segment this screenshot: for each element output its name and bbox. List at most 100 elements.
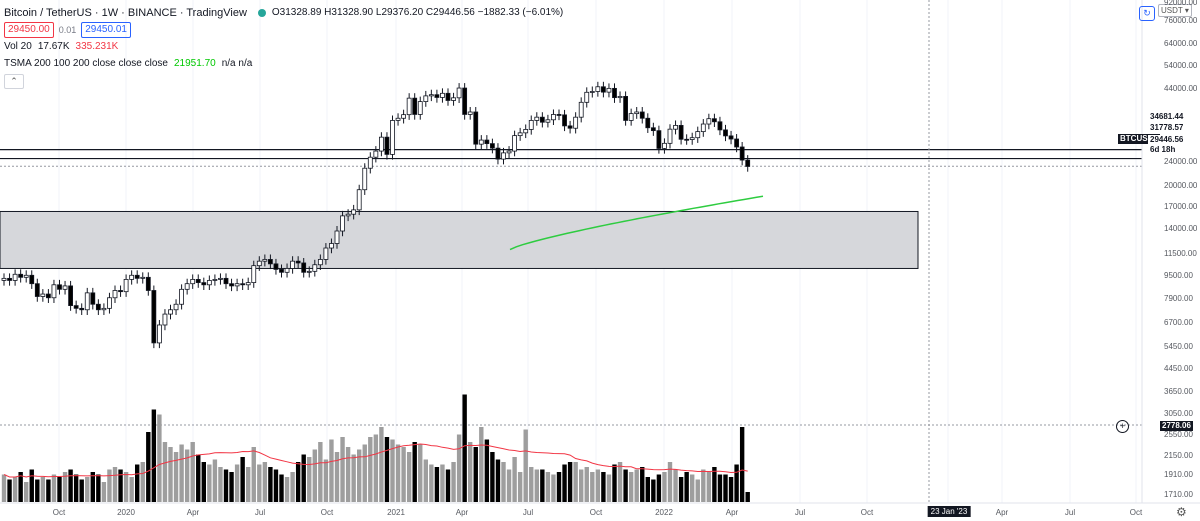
- volume-bar: [212, 459, 218, 502]
- price-tag: 34681.44: [1148, 112, 1186, 122]
- tsma-extra: n/a n/a: [221, 58, 253, 69]
- volume-bar: [651, 479, 656, 502]
- auto-scale-button[interactable]: ↻: [1139, 6, 1155, 21]
- plus-icon: +: [1119, 421, 1126, 431]
- candle-body: [401, 114, 407, 119]
- volume-bar: [12, 477, 18, 502]
- volume-bar: [684, 472, 689, 502]
- candle-body: [567, 125, 573, 129]
- volume-bar: [590, 472, 595, 502]
- volume-bar: [479, 427, 484, 502]
- candle-body: [245, 282, 251, 286]
- candle-body: [7, 277, 12, 281]
- time-tick-label: 2021: [387, 508, 405, 517]
- time-tick-label: 2020: [117, 508, 135, 517]
- candle-body: [162, 313, 168, 326]
- tsma-label[interactable]: TSMA 200 100 200 close close close: [4, 58, 168, 69]
- volume-bar: [146, 432, 151, 502]
- candle-body: [689, 137, 695, 140]
- currency-selector[interactable]: USDT ▾: [1158, 4, 1192, 17]
- add-alert-button[interactable]: +: [1116, 420, 1129, 433]
- volume-bar: [701, 469, 706, 502]
- spread-value: 0.01: [58, 24, 77, 35]
- volume-bar: [229, 472, 234, 502]
- volume-bar: [634, 469, 639, 502]
- volume-bar: [201, 462, 206, 502]
- tsma-legend: TSMA 200 100 200 close close close 21951…: [4, 55, 563, 72]
- volume-bar: [123, 472, 129, 502]
- price-tag: 31778.57: [1148, 123, 1186, 133]
- volume-bar: [473, 447, 478, 502]
- price-tick-label: 9500.00: [1164, 271, 1193, 280]
- settings-gear-icon[interactable]: ⚙: [1176, 505, 1187, 519]
- volume-bar: [468, 442, 473, 502]
- candle-body: [489, 143, 495, 149]
- candle-body: [223, 277, 229, 285]
- chevron-up-icon: ⌃: [10, 76, 18, 86]
- price-tick-label: 6700.00: [1164, 318, 1193, 327]
- candle-body: [428, 94, 434, 97]
- volume-bar: [579, 469, 584, 502]
- price-tick-label: 7900.00: [1164, 294, 1193, 303]
- price-tick-label: 5450.00: [1164, 342, 1193, 351]
- candle-body: [295, 260, 301, 264]
- candle-body: [617, 96, 623, 99]
- volume-bar: [351, 454, 356, 502]
- volume-bar: [357, 449, 362, 502]
- candle-body: [312, 264, 318, 272]
- candle-body: [390, 120, 395, 155]
- candle-body: [545, 119, 551, 123]
- candle-body: [584, 91, 590, 103]
- volume-bar: [412, 442, 417, 502]
- volume-bar: [329, 439, 334, 502]
- candle-body: [140, 276, 146, 279]
- candle-body: [623, 96, 628, 121]
- candle-body: [645, 117, 651, 129]
- candle-body: [334, 230, 340, 244]
- volume-bar: [601, 472, 606, 502]
- candle-body: [273, 263, 279, 270]
- volume-bar: [85, 477, 90, 502]
- volume-bar: [484, 439, 490, 502]
- volume-bar: [717, 474, 723, 502]
- volume-bar: [168, 447, 173, 502]
- price-tick-label: 92000.00: [1164, 0, 1198, 7]
- candle-body: [728, 135, 734, 140]
- candle-body: [678, 125, 684, 140]
- volume-bar: [107, 469, 112, 502]
- candle-body: [51, 284, 57, 299]
- tsma-line: [509, 195, 764, 251]
- candle-body: [700, 123, 706, 133]
- volume-bar: [112, 467, 118, 502]
- price-tick-label: 14000.00: [1164, 224, 1198, 233]
- volume-bar: [234, 464, 240, 502]
- volume-label[interactable]: Vol 20: [4, 41, 32, 52]
- symbol-title[interactable]: Bitcoin / TetherUS · 1W · BINANCE · Trad…: [4, 6, 247, 19]
- candle-body: [234, 283, 240, 287]
- sell-button[interactable]: 29450.00: [4, 21, 54, 38]
- volume-bar: [334, 452, 340, 502]
- candle-body: [256, 260, 262, 267]
- volume-bar: [667, 462, 673, 502]
- volume-bar: [7, 479, 12, 502]
- volume-bar: [318, 442, 323, 502]
- time-tick-label: 2022: [655, 508, 673, 517]
- price-tick-label: 20000.00: [1164, 181, 1198, 190]
- candle-body: [556, 114, 562, 116]
- price-tag: 2778.06: [1160, 421, 1193, 431]
- time-tick-label: Oct: [320, 508, 334, 517]
- time-tick-label: Jul: [522, 508, 534, 517]
- volume-bar: [90, 472, 95, 502]
- candle-body: [345, 213, 351, 217]
- volume-bar: [540, 469, 545, 502]
- volume-bar: [301, 454, 306, 502]
- collapse-legend-button[interactable]: ⌃: [4, 74, 24, 89]
- candle-body: [639, 111, 645, 119]
- candle-body: [40, 293, 46, 297]
- volume-bar: [617, 462, 623, 502]
- volume-bar: [551, 474, 556, 502]
- buy-button[interactable]: 29450.01: [81, 21, 131, 38]
- candle-body: [201, 282, 207, 286]
- volume-bar: [223, 469, 229, 502]
